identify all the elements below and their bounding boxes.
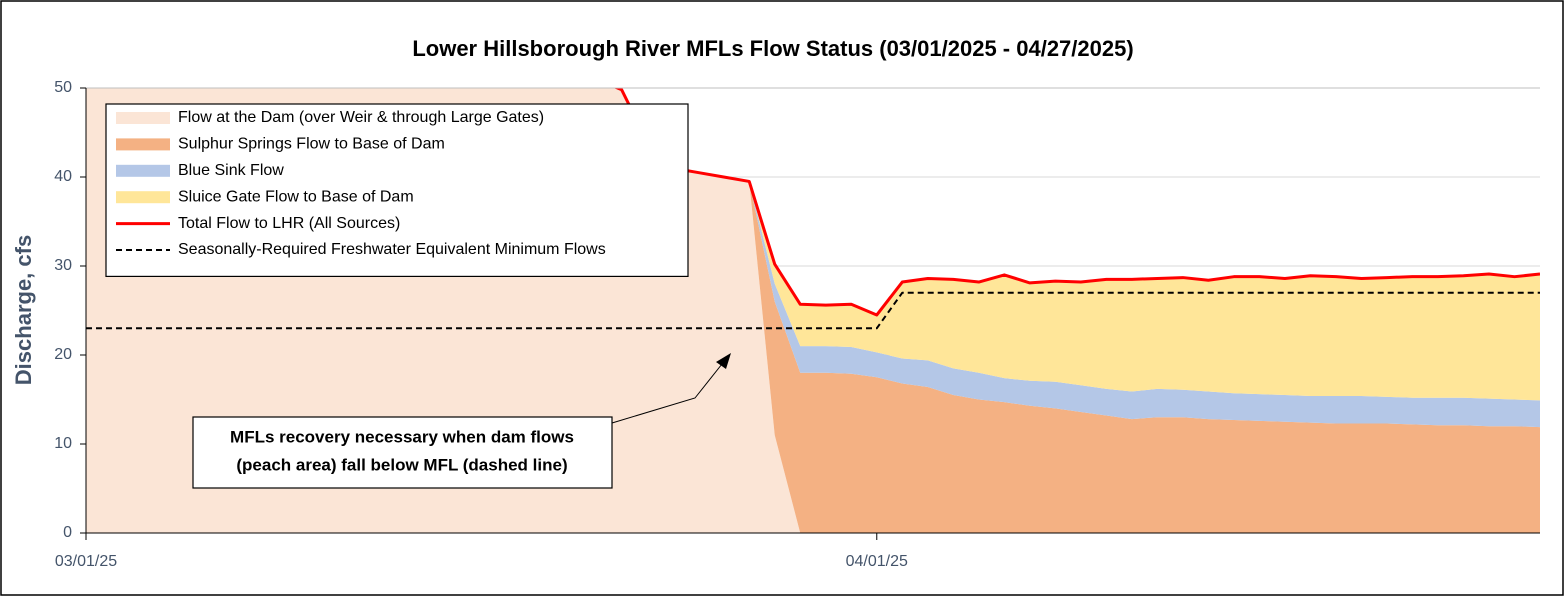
line <box>613 88 1540 317</box>
annotation-arrow <box>611 363 723 424</box>
legend-swatch <box>116 191 170 204</box>
legend-swatch <box>116 112 170 124</box>
x-tick-label: 04/01/25 <box>846 553 908 570</box>
y-tick-label: 40 <box>54 168 72 185</box>
legend-label: Blue Sink Flow <box>178 162 284 179</box>
area <box>617 88 1540 401</box>
annotation: MFLs recovery necessary when dam flows (… <box>192 353 731 489</box>
y-axis-label: Discharge, cfs <box>11 235 36 385</box>
legend-label: Total Flow to LHR (All Sources) <box>178 215 400 232</box>
legend-label: Seasonally-Required Freshwater Equivalen… <box>178 241 606 258</box>
legend: Flow at the Dam (over Weir & through Lar… <box>105 103 689 277</box>
chart-title: Lower Hillsborough River MFLs Flow Statu… <box>412 36 1133 61</box>
legend-swatch <box>116 138 170 151</box>
y-tick-label: 50 <box>54 79 72 96</box>
legend-label: Sulphur Springs Flow to Base of Dam <box>178 136 445 153</box>
y-tick-label: 30 <box>54 257 72 274</box>
arrow-head <box>716 353 731 369</box>
line <box>86 291 1540 330</box>
axes: 0 10 20 30 40 50 03/01/25 04/01/25 <box>54 79 1540 570</box>
area <box>617 88 1540 533</box>
legend-box <box>105 103 689 277</box>
annotation-box <box>192 416 613 489</box>
legend-label: Sluice Gate Flow to Base of Dam <box>178 188 414 205</box>
annotation-text: (peach area) fall below MFL (dashed line… <box>236 455 567 474</box>
annotation-text: MFLs recovery necessary when dam flows <box>230 427 574 446</box>
y-tick-label: 0 <box>63 524 72 541</box>
legend-label: Flow at the Dam (over Weir & through Lar… <box>178 109 544 126</box>
legend-swatch <box>116 164 170 177</box>
x-tick-label: 03/01/25 <box>55 553 117 570</box>
y-tick-label: 20 <box>54 346 72 363</box>
y-tick-label: 10 <box>54 435 72 452</box>
